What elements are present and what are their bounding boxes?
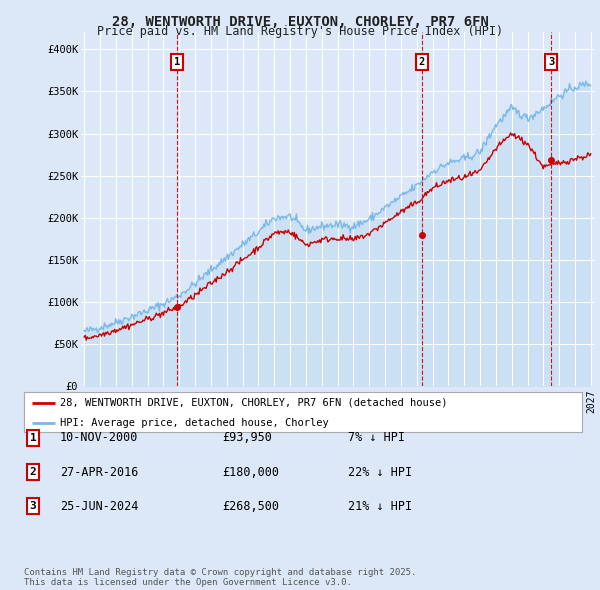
Text: 3: 3 [29, 502, 37, 511]
Text: 28, WENTWORTH DRIVE, EUXTON, CHORLEY, PR7 6FN (detached house): 28, WENTWORTH DRIVE, EUXTON, CHORLEY, PR… [60, 398, 448, 408]
Text: 27-APR-2016: 27-APR-2016 [60, 466, 139, 478]
Text: 1: 1 [29, 433, 37, 442]
Text: 2: 2 [29, 467, 37, 477]
Text: £180,000: £180,000 [222, 466, 279, 478]
Text: £93,950: £93,950 [222, 431, 272, 444]
Text: 3: 3 [548, 57, 554, 67]
Text: £268,500: £268,500 [222, 500, 279, 513]
Text: Contains HM Land Registry data © Crown copyright and database right 2025.
This d: Contains HM Land Registry data © Crown c… [24, 568, 416, 587]
Text: 2: 2 [419, 57, 425, 67]
Text: 10-NOV-2000: 10-NOV-2000 [60, 431, 139, 444]
Text: 21% ↓ HPI: 21% ↓ HPI [348, 500, 412, 513]
Text: 25-JUN-2024: 25-JUN-2024 [60, 500, 139, 513]
Text: 7% ↓ HPI: 7% ↓ HPI [348, 431, 405, 444]
Text: HPI: Average price, detached house, Chorley: HPI: Average price, detached house, Chor… [60, 418, 329, 428]
Text: 1: 1 [174, 57, 180, 67]
Text: 28, WENTWORTH DRIVE, EUXTON, CHORLEY, PR7 6FN: 28, WENTWORTH DRIVE, EUXTON, CHORLEY, PR… [112, 15, 488, 29]
Text: 22% ↓ HPI: 22% ↓ HPI [348, 466, 412, 478]
Text: Price paid vs. HM Land Registry's House Price Index (HPI): Price paid vs. HM Land Registry's House … [97, 25, 503, 38]
